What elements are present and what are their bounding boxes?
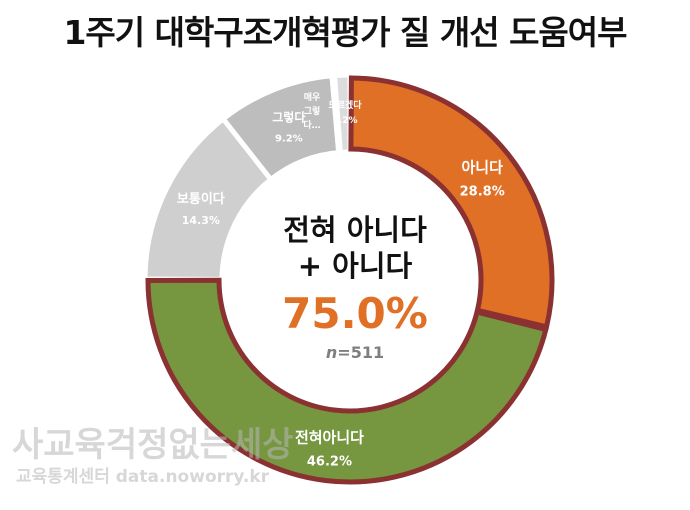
slice-label-dont-know: 모르겠다 [328,99,362,111]
watermark-line2: 교육통계센터 data.noworry.kr [16,467,270,487]
slice-label-strongly-yes-2: 다… [303,119,320,131]
donut-slices [142,72,558,488]
slice-value-dont-know: 1.2% [333,116,358,126]
chart-title: 1주기 대학구조개혁평가 질 개선 도움여부 [63,13,627,52]
slice-labels: 아니다 28.8% 전혀아니다 46.2% 보통이다 14.3% 그렇다 9.2% 매우그렇다…… [177,91,505,470]
slice-label-neutral: 보통이다 [177,191,225,207]
slice-label-strongly-yes-0: 매우 [304,91,321,103]
slice-value-neutral: 14.3% [182,214,220,227]
center-n-letter: n [326,343,337,362]
center-line2: + 아니다 [298,249,413,283]
slice-outline-strongly-no [145,277,549,485]
slice-value-strongly-no: 46.2% [307,455,352,470]
center-n-value: =511 [337,343,384,362]
slice-strongly-no [142,276,552,488]
center-line1: 전혀 아니다 [283,213,427,247]
slice-dont-know [332,72,353,155]
slice-label-yes: 그렇다 [272,110,305,125]
slice-label-strongly-yes-1: 그렇 [304,105,321,117]
center-value: 75.0% [282,289,428,338]
slice-label-strongly-no: 전혀아니다 [295,429,364,447]
center-n: n=511 [326,343,384,362]
slice-label-no: 아니다 [461,158,503,176]
slice-value-no: 28.8% [460,184,505,199]
watermark-line1: 사교육걱정없는세상 [12,425,294,465]
slice-outline-no [348,75,555,330]
slice-value-yes: 9.2% [275,134,303,145]
